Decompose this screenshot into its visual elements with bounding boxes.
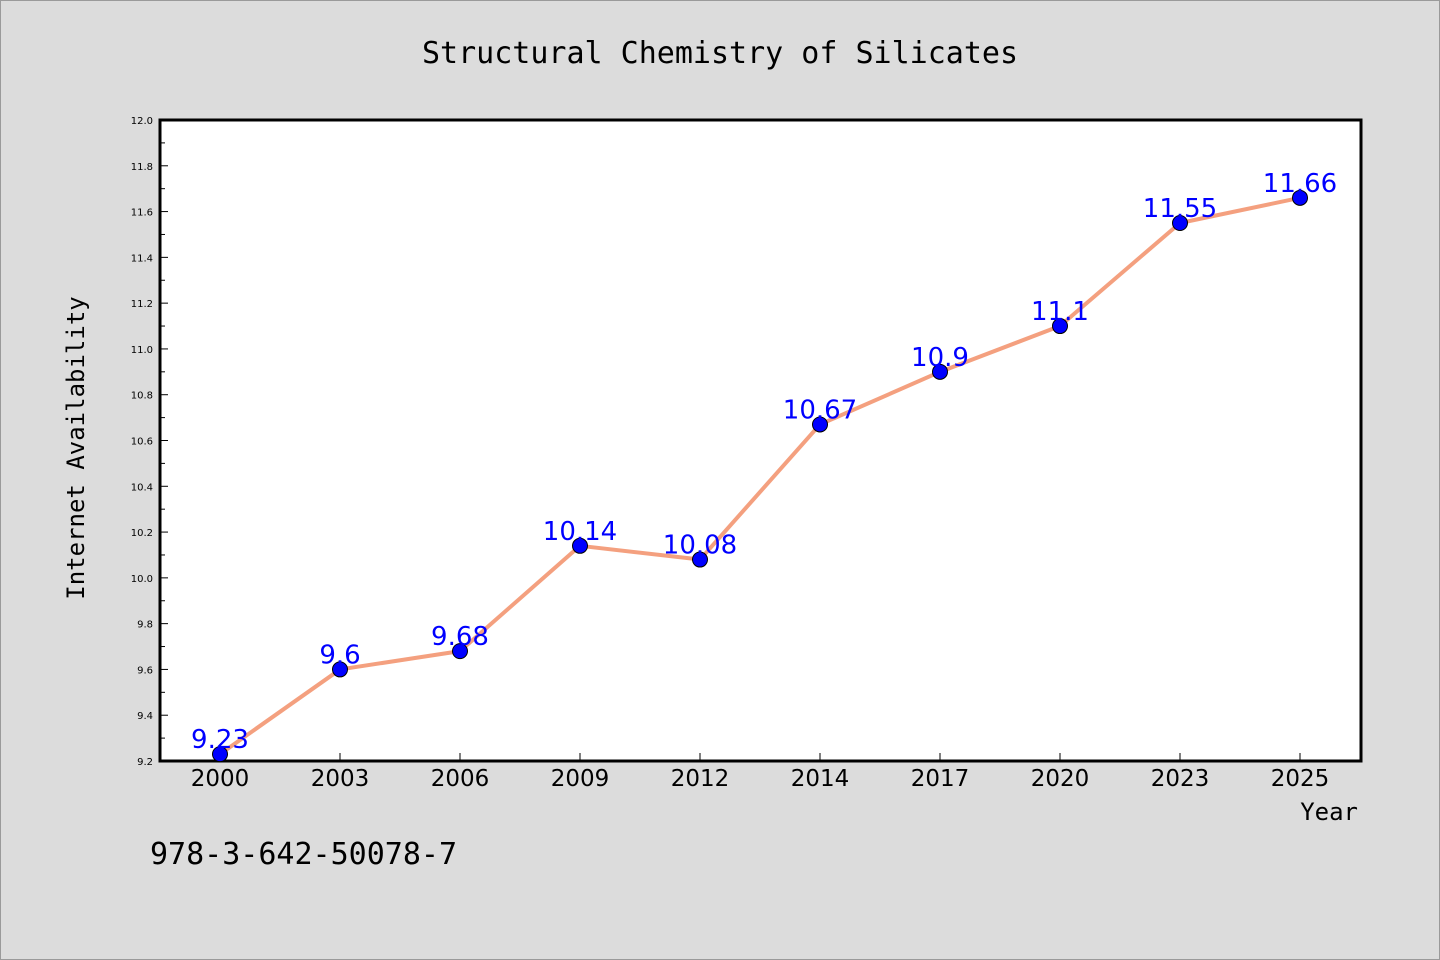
data-label: 10.9 (911, 343, 969, 373)
chart-title: Structural Chemistry of Silicates (422, 36, 1018, 71)
y-tick-label: 11.8 (131, 162, 153, 173)
data-label: 10.14 (543, 517, 617, 547)
data-point (572, 537, 588, 554)
y-tick-label: 9.8 (137, 620, 153, 631)
plot-area (158, 118, 1363, 763)
x-tick-label: 2014 (791, 766, 850, 792)
y-tick-label: 10.6 (131, 437, 153, 448)
series-path (218, 195, 1301, 756)
y-tick-label: 10.8 (131, 391, 153, 402)
y-tick-label: 11.0 (131, 345, 153, 356)
y-tick-label: 11.4 (131, 253, 153, 264)
y-tick-label: 9.4 (137, 711, 153, 722)
data-point (212, 746, 228, 763)
data-label: 11.55 (1143, 194, 1217, 224)
data-label: 11.66 (1263, 169, 1337, 199)
y-tick-label: 12.0 (131, 116, 153, 127)
y-tick-label: 9.2 (137, 757, 153, 768)
data-label: 9.68 (431, 622, 489, 652)
data-point (452, 643, 468, 660)
data-point (692, 551, 708, 568)
data-label: 10.67 (783, 395, 857, 425)
data-label: 11.1 (1031, 297, 1089, 327)
y-tick-label: 11.2 (131, 299, 153, 310)
data-point (332, 661, 348, 678)
series-line (212, 189, 1308, 763)
x-tick-label: 2025 (1271, 766, 1330, 792)
data-point (812, 416, 828, 433)
y-axis: 9.2 9.4 9.6 9.8 10.0 10.2 10.4 10.6 10.8 11.0 11.2… (131, 116, 168, 768)
x-tick-label: 2017 (911, 766, 970, 792)
x-tick-label: 2009 (551, 766, 610, 792)
data-point (1052, 318, 1068, 335)
x-axis: 2000 2003 2006 2009 2012 2014 2017 2020 2023 2025 (191, 753, 1330, 792)
data-label: 10.08 (663, 531, 737, 561)
y-tick-label: 10.0 (131, 574, 153, 585)
data-point (1292, 189, 1308, 206)
x-tick-label: 2003 (311, 766, 370, 792)
x-tick-label: 2006 (431, 766, 490, 792)
data-label: 9.23 (191, 725, 249, 755)
data-point (1172, 215, 1188, 232)
y-tick-label: 9.6 (137, 665, 153, 676)
data-labels: 9.23 9.6 9.68 10.14 10.08 10.67 10.9 11.1 11.55 1… (191, 169, 1337, 755)
x-axis-label: Year (1300, 798, 1358, 826)
isbn-text: 978-3-642-50078-7 (150, 837, 457, 872)
x-tick-label: 2023 (1151, 766, 1210, 792)
data-point (932, 363, 948, 380)
data-label: 9.6 (319, 640, 360, 670)
x-tick-label: 2020 (1031, 766, 1090, 792)
y-axis-label: Internet Availability (62, 296, 90, 599)
x-tick-label: 2012 (671, 766, 730, 792)
y-tick-label: 10.2 (131, 528, 153, 539)
x-tick-label: 2000 (191, 766, 250, 792)
y-tick-label: 11.6 (131, 208, 153, 219)
y-tick-label: 10.4 (131, 482, 153, 493)
